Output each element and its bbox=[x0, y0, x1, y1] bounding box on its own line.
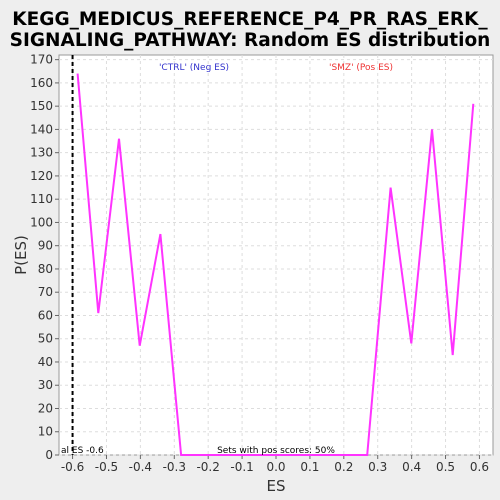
x-tick-label: 0.0 bbox=[266, 460, 285, 474]
y-tick-label: 70 bbox=[38, 285, 53, 299]
chart-title-line-1: KEGG_MEDICUS_REFERENCE_P4_PR_RAS_ERK_ bbox=[12, 9, 488, 30]
x-tick-label: -0.1 bbox=[230, 460, 253, 474]
y-tick-label: 10 bbox=[38, 425, 53, 439]
y-axis: 0 10 20 30 40 50 60 70 80 90 100 110 120 130 140 150 160… bbox=[30, 53, 59, 462]
x-tick-label: -0.3 bbox=[163, 460, 186, 474]
y-tick-label: 140 bbox=[30, 122, 53, 136]
y-tick-label: 120 bbox=[30, 169, 53, 183]
y-tick-label: 20 bbox=[38, 401, 53, 415]
x-axis: -0.6 -0.5 -0.4 -0.3 -0.2 -0.1 0.0 0.1 0.2 0.3 0.4 0… bbox=[61, 455, 489, 474]
y-tick-label: 50 bbox=[38, 332, 53, 346]
y-tick-label: 90 bbox=[38, 239, 53, 253]
y-axis-label: P(ES) bbox=[12, 235, 30, 275]
y-tick-label: 160 bbox=[30, 76, 53, 90]
y-tick-label: 150 bbox=[30, 99, 53, 113]
x-tick-label: 0.3 bbox=[368, 460, 387, 474]
x-tick-label: 0.1 bbox=[300, 460, 319, 474]
y-tick-label: 0 bbox=[45, 448, 53, 462]
pos-scores-label: Sets with pos scores: 50% bbox=[217, 446, 335, 456]
y-tick-label: 130 bbox=[30, 146, 53, 160]
y-tick-label: 30 bbox=[38, 378, 53, 392]
x-tick-label: 0.4 bbox=[402, 460, 421, 474]
series-line bbox=[76, 73, 475, 456]
series-marks bbox=[71, 55, 475, 456]
y-tick-label: 100 bbox=[30, 215, 53, 229]
x-tick-label: -0.4 bbox=[129, 460, 152, 474]
y-tick-label: 110 bbox=[30, 192, 53, 206]
es-value-label: al ES -0.6 bbox=[61, 446, 104, 456]
y-tick-label: 40 bbox=[38, 355, 53, 369]
x-tick-label: 0.6 bbox=[470, 460, 489, 474]
x-tick-label: -0.2 bbox=[196, 460, 219, 474]
y-tick-label: 170 bbox=[30, 53, 53, 67]
annotations: 'CTRL' (Neg ES) 'SMZ' (Pos ES) Sets with p… bbox=[61, 63, 393, 456]
x-tick-label: -0.5 bbox=[95, 460, 118, 474]
x-axis-label: ES bbox=[267, 477, 286, 495]
neg-es-label: 'CTRL' (Neg ES) bbox=[159, 63, 229, 73]
chart-title-line-2: SIGNALING_PATHWAY: Random ES distributio… bbox=[10, 30, 491, 51]
pos-es-label: 'SMZ' (Pos ES) bbox=[329, 63, 393, 73]
x-tick-label: 0.5 bbox=[436, 460, 455, 474]
x-tick-label: -0.6 bbox=[61, 460, 84, 474]
y-tick-label: 60 bbox=[38, 308, 53, 322]
x-tick-label: 0.2 bbox=[334, 460, 353, 474]
y-tick-label: 80 bbox=[38, 262, 53, 276]
